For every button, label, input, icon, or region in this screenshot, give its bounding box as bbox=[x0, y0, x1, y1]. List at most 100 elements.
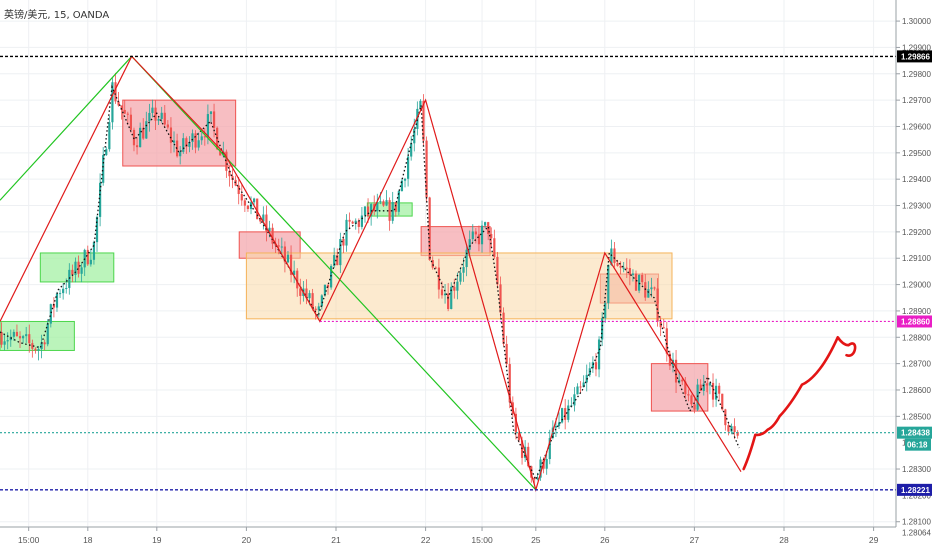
candle-body bbox=[52, 304, 55, 308]
candle-body bbox=[517, 432, 521, 441]
x-tick-label: 21 bbox=[331, 535, 341, 545]
candle-body bbox=[31, 343, 34, 349]
y-tick-label: 1.29900 bbox=[902, 43, 931, 52]
candle-body bbox=[499, 284, 502, 313]
candle-body bbox=[283, 246, 286, 263]
candle-body bbox=[320, 295, 323, 307]
candle-body bbox=[12, 331, 15, 337]
candle-body bbox=[376, 202, 379, 211]
candle-body bbox=[422, 100, 425, 141]
candle-body bbox=[456, 281, 459, 291]
candle-body bbox=[123, 109, 126, 114]
candle-body bbox=[333, 255, 336, 266]
candle-body bbox=[385, 200, 388, 206]
candle-body bbox=[607, 264, 610, 304]
candle-body bbox=[505, 343, 508, 365]
horizontal-lines-layer bbox=[0, 55, 896, 491]
x-tick-label: 22 bbox=[421, 535, 431, 545]
candle-body bbox=[582, 382, 585, 388]
candle-body bbox=[339, 238, 342, 266]
candle-body bbox=[366, 206, 370, 216]
y-tick-label: 1.29600 bbox=[902, 122, 931, 131]
candle-body bbox=[536, 477, 539, 480]
y-tick-label: 1.29100 bbox=[902, 254, 931, 263]
countdown-label: 06:18 bbox=[907, 441, 928, 450]
candle-body bbox=[148, 112, 151, 122]
candle-body bbox=[129, 114, 132, 130]
candle-body bbox=[172, 140, 176, 143]
candles-layer bbox=[0, 72, 739, 487]
candle-body bbox=[160, 112, 163, 119]
candle-body bbox=[397, 191, 400, 212]
candle-body bbox=[166, 124, 169, 128]
candle-body bbox=[496, 256, 499, 285]
candle-body bbox=[317, 306, 320, 311]
candle-body bbox=[508, 364, 511, 403]
candle-body bbox=[15, 331, 19, 337]
candle-body bbox=[616, 262, 619, 266]
candle-body bbox=[55, 293, 59, 308]
candle-body bbox=[360, 215, 363, 227]
candle-body bbox=[40, 342, 43, 350]
candle-body bbox=[687, 394, 690, 396]
candle-body bbox=[647, 289, 650, 298]
candle-body bbox=[108, 122, 111, 150]
candle-body bbox=[225, 151, 228, 171]
candle-body bbox=[188, 142, 191, 147]
candle-body bbox=[240, 194, 243, 201]
candle-body bbox=[533, 477, 536, 480]
time-axis[interactable]: 15:00 18 19 20 21 22 15:00 25 26 27 28 29 bbox=[18, 527, 879, 545]
projection-line bbox=[742, 335, 857, 471]
candle-body bbox=[18, 336, 22, 339]
candle-body bbox=[342, 238, 345, 246]
candle-body bbox=[37, 349, 40, 351]
candle-body bbox=[413, 128, 416, 144]
candle-body bbox=[527, 446, 530, 467]
candle-body bbox=[185, 138, 188, 147]
candle-body bbox=[548, 438, 551, 460]
x-tick-label: 28 bbox=[779, 535, 789, 545]
candle-body bbox=[434, 267, 437, 269]
price-axis[interactable]: 1.30000 1.29900 1.29800 1.29700 1.29600 1.295… bbox=[896, 17, 931, 527]
candle-body bbox=[246, 205, 250, 210]
candle-body bbox=[135, 145, 139, 148]
candle-body bbox=[28, 334, 31, 344]
price-tag-label: 1.28860 bbox=[901, 317, 930, 326]
candle-body bbox=[102, 155, 105, 183]
candle-body bbox=[154, 107, 157, 121]
candle-body bbox=[453, 286, 456, 291]
candle-body bbox=[286, 254, 290, 263]
candle-body bbox=[416, 108, 419, 129]
candle-body bbox=[631, 273, 635, 275]
candle-body bbox=[169, 127, 173, 143]
candle-body bbox=[49, 304, 52, 324]
candle-body bbox=[163, 112, 166, 125]
y-tick-label: 1.30000 bbox=[902, 17, 931, 26]
candle-body bbox=[206, 114, 209, 138]
candle-body bbox=[25, 334, 28, 337]
candle-body bbox=[99, 182, 102, 217]
price-tags-layer: 1.1.282001.280641.298661.288601.284381.2… bbox=[897, 50, 932, 537]
candle-body bbox=[437, 267, 440, 290]
candle-body bbox=[428, 197, 431, 261]
y-tick-label: 1.28700 bbox=[902, 360, 931, 369]
y-tick-label: 1.29800 bbox=[902, 70, 931, 79]
candle-body bbox=[400, 180, 404, 192]
x-tick-label: 15:00 bbox=[18, 535, 40, 545]
candle-body bbox=[443, 293, 447, 296]
candle-body bbox=[641, 274, 644, 283]
candle-body bbox=[95, 216, 99, 243]
candle-body bbox=[721, 393, 724, 410]
candle-body bbox=[459, 272, 462, 282]
y-tick-label: 1.28100 bbox=[902, 518, 931, 527]
candle-body bbox=[545, 459, 548, 469]
candle-body bbox=[296, 270, 299, 289]
candle-body bbox=[311, 293, 314, 309]
price-tag bbox=[897, 315, 932, 328]
x-tick-label: 29 bbox=[869, 535, 879, 545]
candle-body bbox=[431, 260, 434, 268]
candle-body bbox=[231, 176, 234, 180]
candle-body bbox=[480, 225, 484, 245]
partial-price-label: 1.28064 bbox=[902, 528, 931, 537]
